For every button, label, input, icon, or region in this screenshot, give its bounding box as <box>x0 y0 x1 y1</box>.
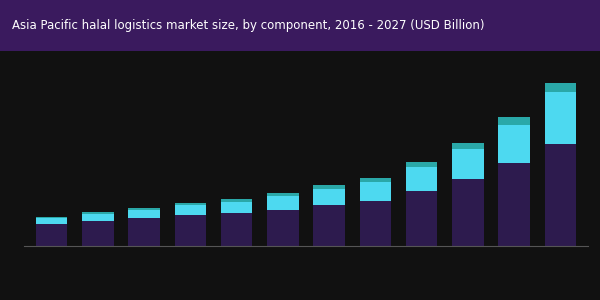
Bar <box>221 199 253 202</box>
Bar <box>313 205 345 246</box>
Bar <box>36 217 67 218</box>
Bar <box>221 213 253 246</box>
Bar <box>267 210 299 246</box>
Bar <box>313 185 345 188</box>
Bar <box>452 142 484 148</box>
Bar <box>313 188 345 205</box>
Bar <box>267 193 299 196</box>
Bar <box>545 92 576 144</box>
Bar <box>359 182 391 201</box>
Bar <box>452 179 484 246</box>
Bar <box>36 224 67 246</box>
Bar <box>267 196 299 210</box>
Bar <box>128 208 160 210</box>
Bar <box>82 214 113 221</box>
Bar <box>452 148 484 179</box>
Bar <box>175 205 206 215</box>
Bar <box>545 144 576 246</box>
Bar <box>128 210 160 218</box>
Bar <box>406 162 437 167</box>
Bar <box>359 178 391 182</box>
Bar <box>406 191 437 246</box>
Bar <box>499 125 530 163</box>
Bar <box>406 167 437 191</box>
Bar <box>499 118 530 125</box>
Bar <box>175 215 206 246</box>
Bar <box>175 203 206 205</box>
Bar <box>359 201 391 246</box>
Bar <box>82 212 113 214</box>
Bar <box>128 218 160 246</box>
Bar <box>499 163 530 246</box>
Bar <box>545 82 576 92</box>
Bar <box>221 202 253 213</box>
Bar <box>36 218 67 224</box>
Bar <box>82 221 113 246</box>
Text: Asia Pacific halal logistics market size, by component, 2016 - 2027 (USD Billion: Asia Pacific halal logistics market size… <box>12 19 485 32</box>
